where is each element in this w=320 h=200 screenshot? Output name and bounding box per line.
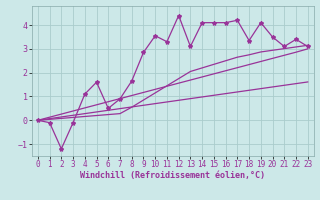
X-axis label: Windchill (Refroidissement éolien,°C): Windchill (Refroidissement éolien,°C) [80, 171, 265, 180]
